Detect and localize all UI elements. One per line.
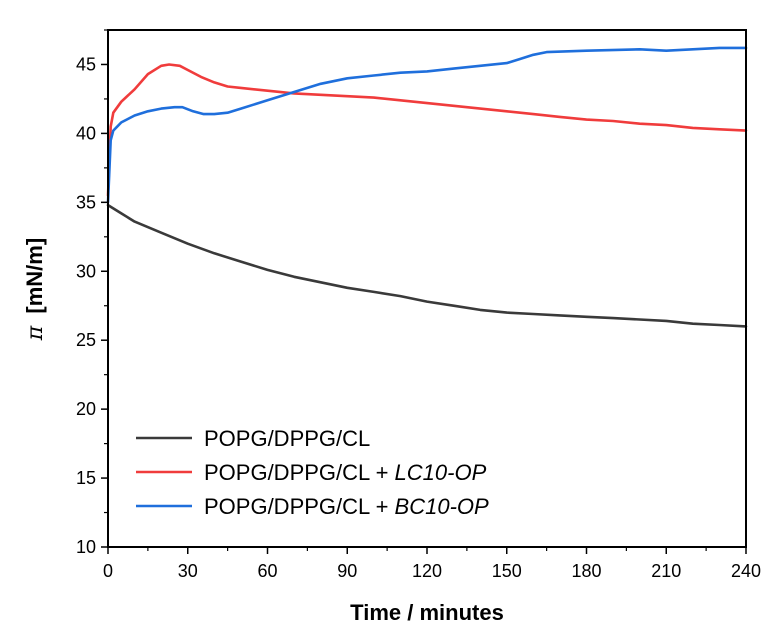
x-tick-label: 120 <box>412 561 442 581</box>
x-tick-label: 240 <box>731 561 761 581</box>
y-tick-label: 10 <box>76 537 96 557</box>
y-axis-title: π [mN/m] <box>22 238 48 341</box>
legend-label-prefix: POPG/DPPG/CL <box>204 426 370 451</box>
series-line-2 <box>106 63 748 197</box>
legend-label-3: POPG/DPPG/CL + BC10-OP <box>204 494 489 519</box>
y-axis-symbol: π <box>23 325 48 341</box>
x-tick-label: 60 <box>257 561 277 581</box>
y-axis-unit: [mN/m] <box>22 238 47 314</box>
y-tick-label: 20 <box>76 399 96 419</box>
y-tick-label: 15 <box>76 468 96 488</box>
x-tick-label: 90 <box>337 561 357 581</box>
legend-label-suffix: LC10-OP <box>395 460 487 485</box>
plot-lines <box>106 46 748 328</box>
series-line-1 <box>106 203 748 328</box>
legend-label-suffix: BC10-OP <box>395 494 489 519</box>
y-tick-label: 30 <box>76 261 96 281</box>
legend-label-prefix: POPG/DPPG/CL + <box>204 460 395 485</box>
x-tick-label: 150 <box>492 561 522 581</box>
legend-label-2: POPG/DPPG/CL + LC10-OP <box>204 460 487 485</box>
x-tick-label: 180 <box>571 561 601 581</box>
x-tick-label: 30 <box>178 561 198 581</box>
series-line-3 <box>106 46 748 204</box>
y-tick-label: 45 <box>76 54 96 74</box>
y-tick-label: 25 <box>76 330 96 350</box>
y-tick-label: 40 <box>76 123 96 143</box>
axis-ticks: 0 30 60 90 120 150 180 210 240 10 15 20 25 30 35 40 45 <box>76 29 761 581</box>
legend-label-1: POPG/DPPG/CL <box>204 426 370 451</box>
x-tick-label: 210 <box>651 561 681 581</box>
x-axis-title: Time / minutes <box>350 600 504 625</box>
x-tick-label: 0 <box>103 561 113 581</box>
y-tick-label: 35 <box>76 192 96 212</box>
svg-text:π [mN/m]: π [mN/m] <box>22 238 48 341</box>
legend-label-prefix: POPG/DPPG/CL + <box>204 494 395 519</box>
